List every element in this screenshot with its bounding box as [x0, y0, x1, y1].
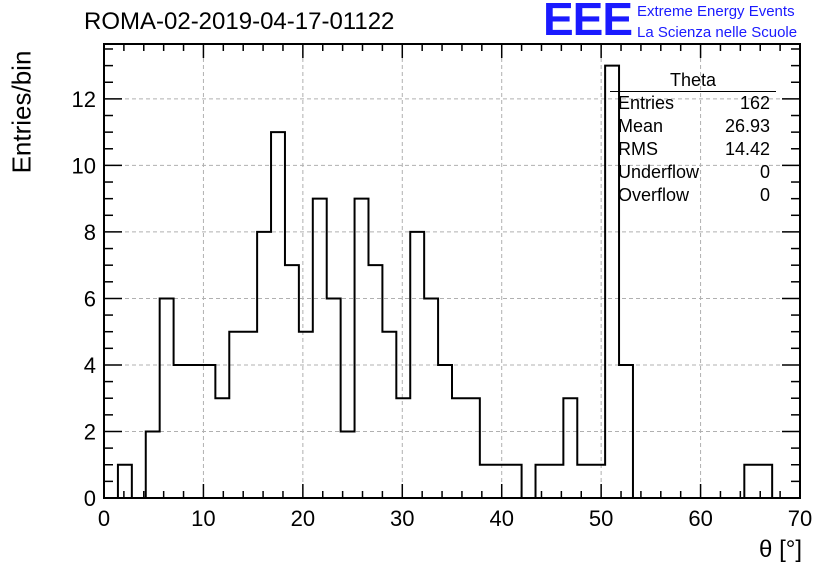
run-title: ROMA-02-2019-04-17-01122	[84, 8, 395, 35]
stats-row-mean: Mean 26.93	[610, 115, 776, 138]
plot-frame	[103, 43, 801, 499]
x-tick-label: 40	[489, 506, 513, 531]
x-tick-label: 70	[788, 506, 812, 531]
y-tick-label: 12	[72, 87, 96, 112]
logo-line-2: La Scienza nelle Scuole	[637, 24, 798, 41]
stats-box: Theta Entries 162 Mean 26.93 RMS 14.42 U…	[610, 70, 776, 207]
stats-row-rms: RMS 14.42	[610, 138, 776, 161]
y-tick-label: 2	[84, 419, 96, 444]
stats-label: Mean	[618, 116, 664, 136]
stats-title: Theta	[610, 70, 776, 92]
stats-row-overflow: Overflow 0	[610, 184, 776, 207]
y-tick-label: 4	[84, 353, 96, 378]
x-tick-label: 60	[688, 506, 712, 531]
stats-label: RMS	[618, 139, 658, 159]
y-tick-label: 6	[84, 286, 96, 311]
stats-label: Overflow	[618, 185, 690, 205]
x-tick-label: 0	[98, 506, 110, 531]
axis-ticks	[103, 44, 801, 499]
y-tick-label: 8	[84, 220, 96, 245]
y-axis-label: Entries/bin	[6, 50, 37, 174]
stats-label: Underflow	[618, 162, 700, 182]
x-axis-label: θ [°]	[759, 536, 802, 563]
stats-value: 26.93	[724, 116, 770, 136]
stats-value: 14.42	[724, 139, 770, 159]
grid-lines	[104, 44, 800, 498]
x-tick-label: 50	[589, 506, 613, 531]
stats-row-underflow: Underflow 0	[610, 161, 776, 184]
stats-label: Entries	[618, 93, 675, 113]
stats-value: 162	[739, 93, 770, 113]
logo-line-1: Extreme Energy Events	[637, 3, 795, 20]
x-tick-label: 20	[291, 506, 315, 531]
eee-logo: EEE	[543, 0, 633, 45]
x-tick-label: 30	[390, 506, 414, 531]
y-tick-label: 10	[72, 153, 96, 178]
x-tick-label: 10	[191, 506, 215, 531]
tick-labels: 0 10 20 30 40 50 60 70 0 2 4 6 8 10 12	[72, 87, 813, 531]
stats-value: 0	[759, 185, 770, 205]
stats-row-entries: Entries 162	[610, 92, 776, 115]
stats-value: 0	[759, 162, 770, 182]
y-tick-label: 0	[84, 486, 96, 511]
